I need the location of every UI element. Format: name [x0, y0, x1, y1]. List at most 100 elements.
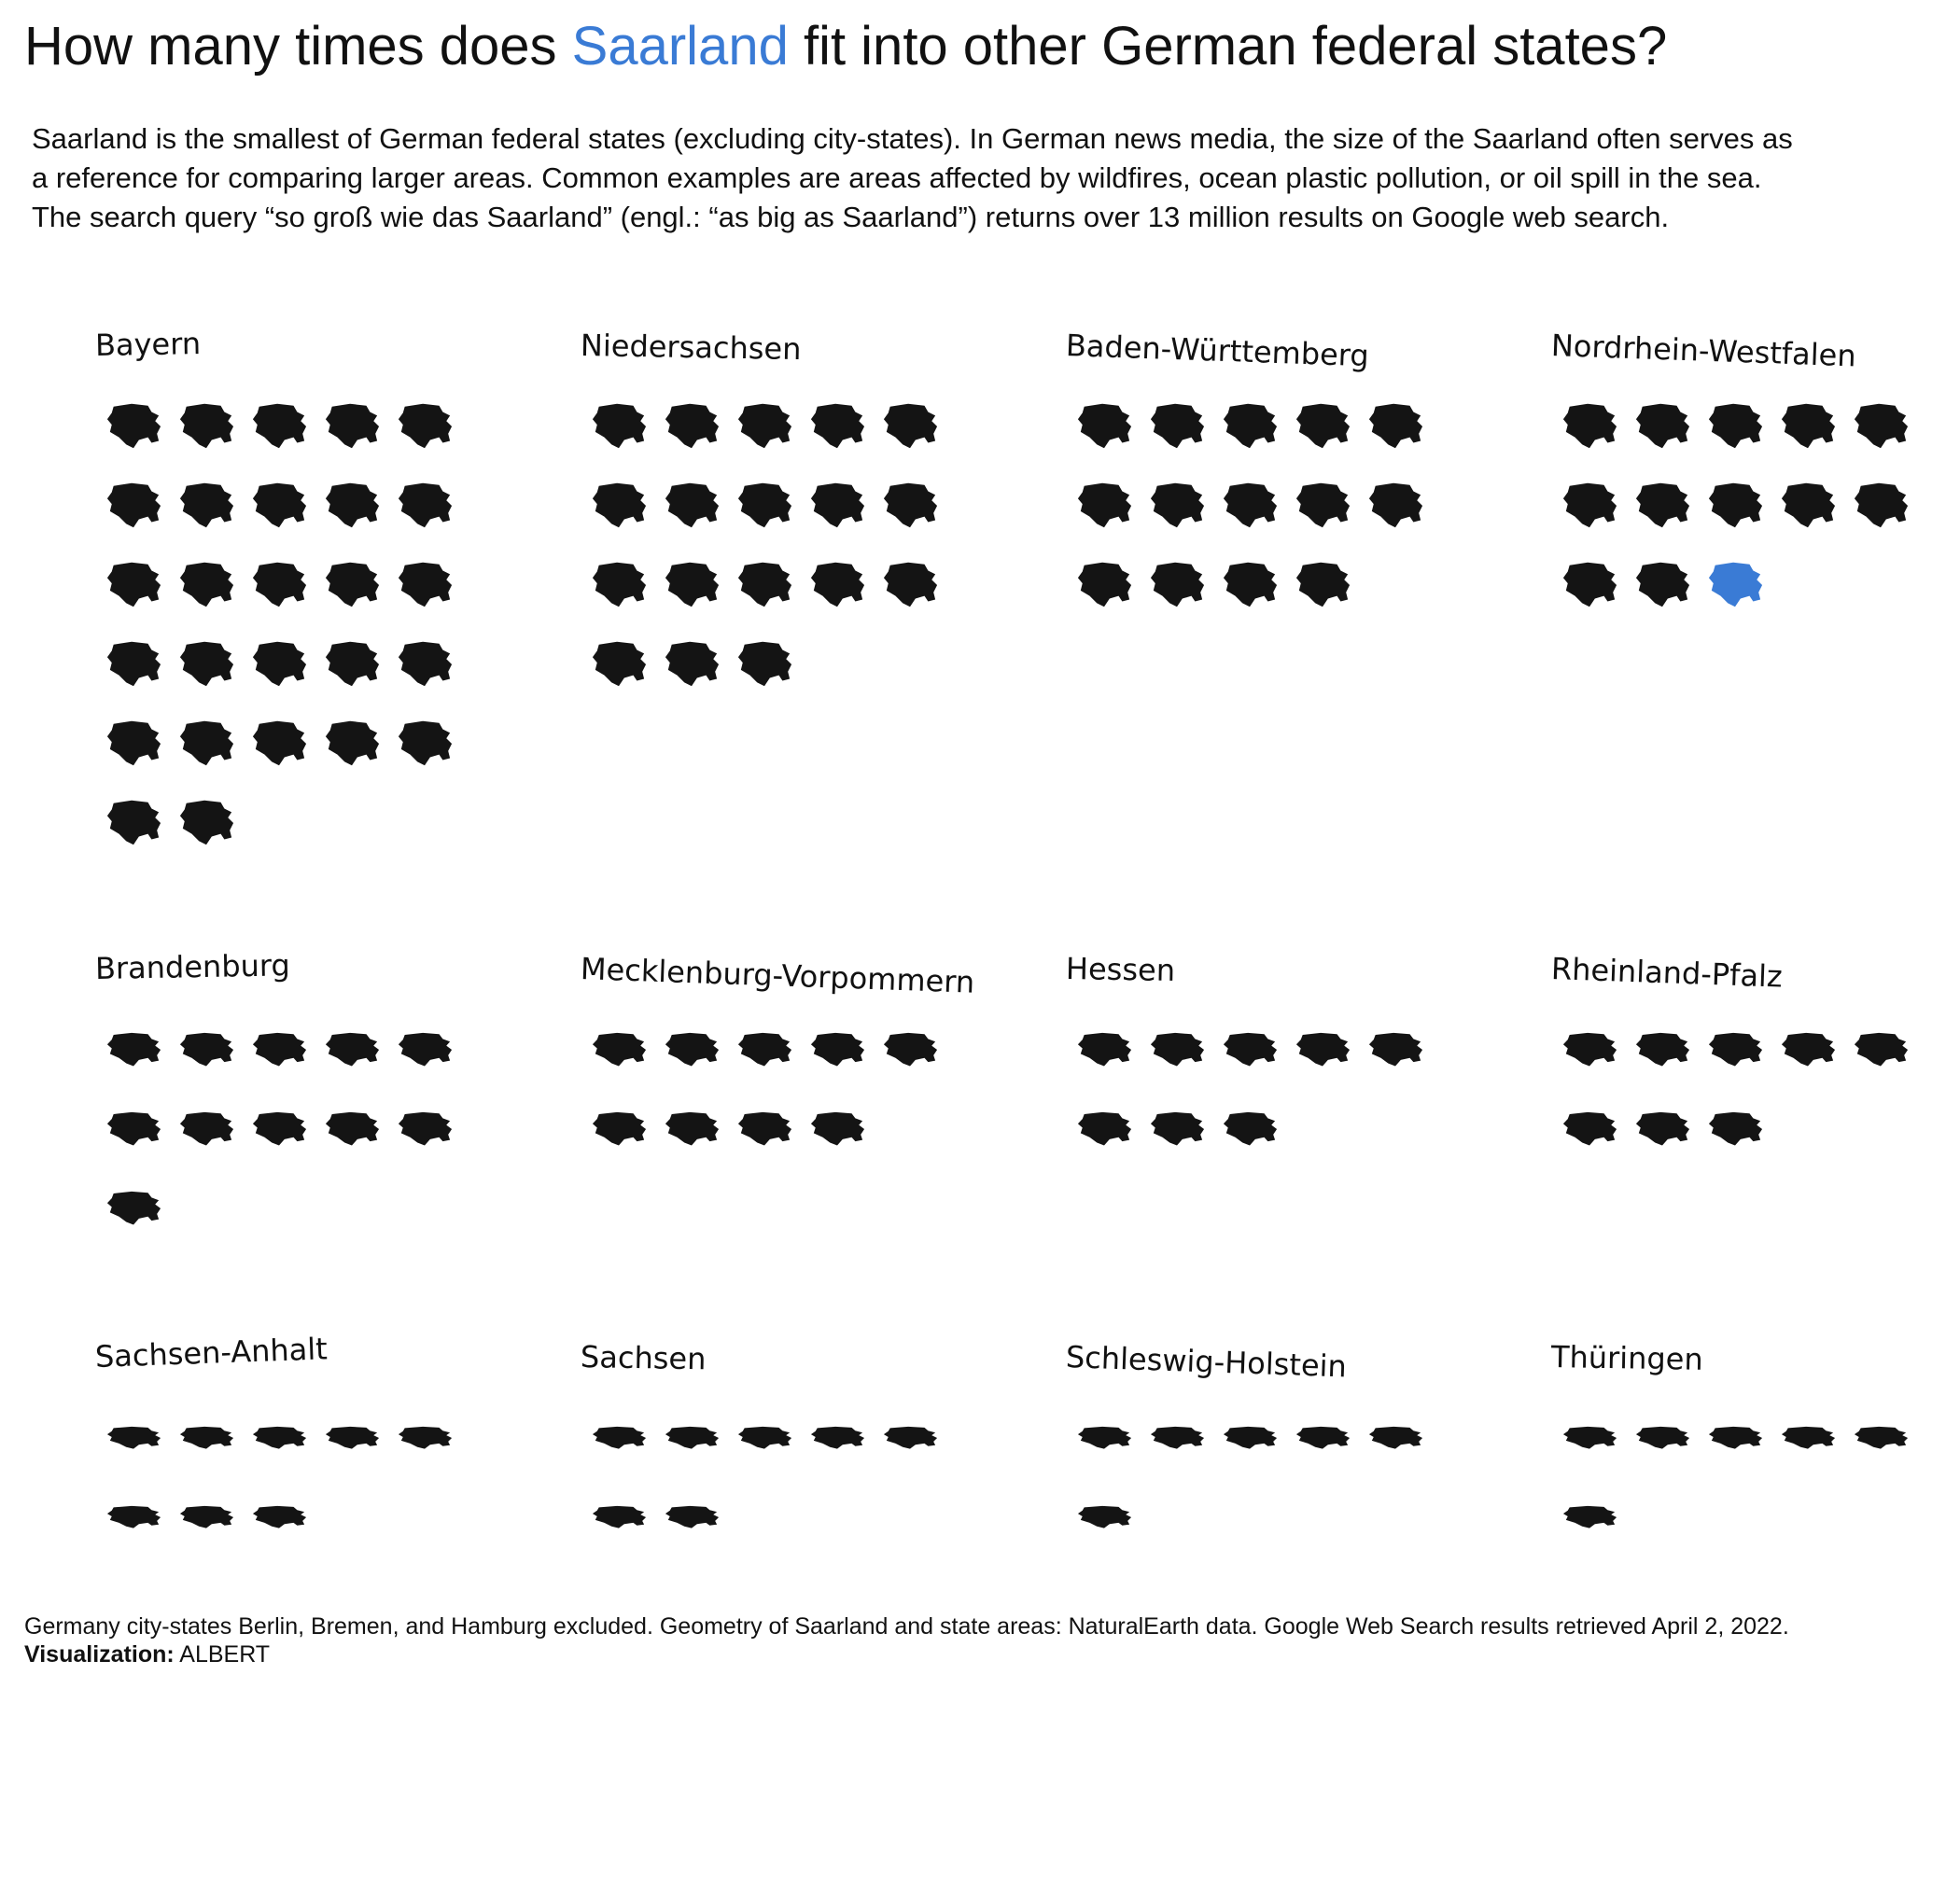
saarland-icon [106, 1426, 161, 1449]
saarland-icon [179, 1111, 234, 1146]
icon-array [1561, 398, 1934, 864]
saarland-icon [1708, 1426, 1763, 1449]
icon-array [1075, 1021, 1449, 1487]
saarland-icon [810, 1032, 865, 1067]
saarland-icon [737, 641, 792, 687]
footer-viz-name: ALBERT [179, 1641, 271, 1668]
saarland-icon [665, 482, 720, 528]
saarland-icon [1295, 562, 1351, 607]
saarland-icon [1635, 562, 1690, 607]
saarland-icon [665, 403, 720, 449]
saarland-icon [1781, 1426, 1836, 1449]
saarland-icon [1708, 403, 1763, 449]
saarland-icon [737, 482, 792, 528]
saarland-icon [1708, 1111, 1763, 1146]
saarland-icon [1295, 482, 1351, 528]
saarland-icon [810, 403, 865, 449]
saarland-icon [810, 562, 865, 607]
saarland-icon [398, 1426, 453, 1449]
saarland-icon [106, 1032, 161, 1067]
saarland-icon [665, 1032, 720, 1067]
saarland-icon [883, 1426, 938, 1449]
saarland-icon [1223, 1111, 1278, 1146]
saarland-icon [398, 641, 453, 687]
saarland-icon [325, 1426, 380, 1449]
saarland-icon [1854, 403, 1909, 449]
panel-title: Sachsen-Anhalt [94, 1331, 329, 1375]
saarland-icon [1635, 482, 1690, 528]
title-highlight: Saarland [571, 16, 789, 77]
saarland-icon [106, 641, 161, 687]
icon-array [1075, 1409, 1449, 1876]
saarland-icon [106, 562, 161, 607]
title-prefix: How many times does [24, 16, 572, 77]
panel-rheinland-pfalz: Rheinland-Pfalz [1550, 950, 1960, 1510]
footer: Germany city-states Berlin, Bremen, and … [24, 1612, 1789, 1668]
saarland-icon [325, 720, 380, 766]
saarland-icon [1368, 403, 1423, 449]
panel-schleswig-holstein: Schleswig-Holstein [1065, 1338, 1505, 1898]
saarland-icon [325, 482, 380, 528]
saarland-icon [810, 1426, 865, 1449]
saarland-icon [1077, 482, 1132, 528]
saarland-icon [325, 562, 380, 607]
saarland-icon [810, 482, 865, 528]
saarland-icon [1368, 482, 1423, 528]
saarland-icon [325, 1111, 380, 1146]
saarland-icon [398, 403, 453, 449]
saarland-icon [665, 562, 720, 607]
saarland-icon [1635, 1426, 1690, 1449]
saarland-icon [252, 720, 307, 766]
icon-array [590, 1409, 963, 1876]
saarland-icon [398, 720, 453, 766]
footer-credit: Visualization: ALBERT [24, 1640, 1789, 1668]
panel-brandenburg: Brandenburg [95, 947, 534, 1510]
saarland-icon [106, 482, 161, 528]
saarland-icon [592, 641, 647, 687]
saarland-icon-highlight [1708, 562, 1763, 607]
icon-array [590, 1021, 963, 1487]
title-suffix: fit into other German federal states? [788, 16, 1668, 77]
panel-baden-w-rttemberg: Baden-Württemberg [1065, 327, 1505, 886]
saarland-icon [1223, 1426, 1278, 1449]
saarland-icon [325, 641, 380, 687]
saarland-icon [1781, 482, 1836, 528]
icon-array [1561, 1021, 1934, 1487]
saarland-icon [252, 403, 307, 449]
saarland-icon [1562, 403, 1617, 449]
footer-viz-label: Visualization: [24, 1641, 175, 1668]
panel-title: Brandenburg [94, 947, 291, 986]
saarland-icon [106, 1191, 161, 1225]
saarland-icon [1295, 1426, 1351, 1449]
saarland-icon [665, 1426, 720, 1449]
saarland-icon [1295, 1032, 1351, 1067]
saarland-icon [1562, 1032, 1617, 1067]
saarland-icon [592, 482, 647, 528]
saarland-icon [665, 1505, 720, 1528]
saarland-icon [883, 562, 938, 607]
subtitle-line-1: Saarland is the smallest of German feder… [32, 122, 1793, 155]
saarland-icon [325, 403, 380, 449]
saarland-icon [1077, 1111, 1132, 1146]
panel-title: Thüringen [1550, 1339, 1704, 1377]
panel-bayern: Bayern [95, 326, 534, 886]
saarland-icon [592, 562, 647, 607]
saarland-icon [179, 403, 234, 449]
chart-subtitle: Saarland is the smallest of German feder… [32, 119, 1945, 237]
panel-title: Hessen [1065, 951, 1176, 989]
saarland-icon [592, 1426, 647, 1449]
saarland-icon [665, 1111, 720, 1146]
saarland-icon [883, 1032, 938, 1067]
panel-title: Sachsen [580, 1339, 707, 1377]
icon-array [1075, 398, 1449, 864]
saarland-icon [398, 1032, 453, 1067]
panel-niedersachsen: Niedersachsen [581, 327, 1019, 886]
panel-th-ringen: Thüringen [1551, 1338, 1960, 1898]
panel-title: Niedersachsen [580, 328, 802, 368]
saarland-icon [252, 482, 307, 528]
saarland-icon [179, 641, 234, 687]
saarland-icon [665, 641, 720, 687]
saarland-icon [1562, 482, 1617, 528]
panel-title: Schleswig-Holstein [1065, 1339, 1348, 1385]
saarland-icon [592, 1032, 647, 1067]
